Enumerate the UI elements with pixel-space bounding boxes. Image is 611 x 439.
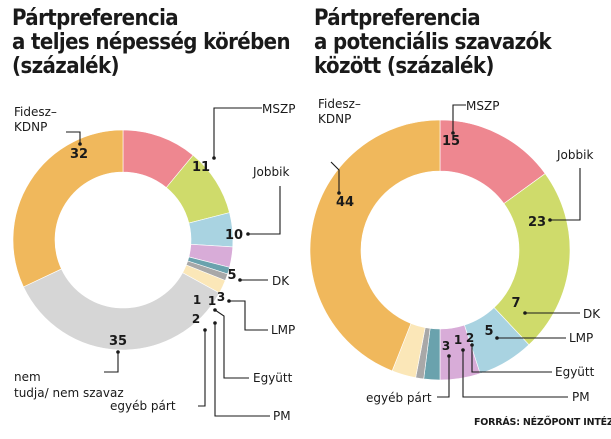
chart-title-left: Pártpreferencia a teljes népesség körébe… [12, 6, 291, 79]
name-label-nem-tudja-nem-szavaz-left-1: nem [14, 370, 41, 384]
leader-lmp-left [229, 300, 268, 331]
name-label-mszp-right: MSZP [466, 99, 499, 113]
leader-egyeb-part-right [437, 356, 450, 398]
value-label-jobbik-left: 10 [225, 228, 243, 243]
value-label-egyutt-right: 2 [466, 331, 474, 345]
value-label-egyeb-part-right: 3 [442, 339, 450, 353]
leader-egyutt-left [214, 309, 249, 379]
name-label-pm-right: PM [572, 390, 590, 404]
name-label-mszp-left: MSZP [262, 102, 295, 116]
value-label-nem-tudja-nem-szavaz-left: 35 [109, 334, 127, 349]
title-left-line-1: Pártpreferencia [12, 6, 179, 31]
source-note: FORRÁS: NÉZŐPONT INTÉZET [474, 416, 611, 428]
title-right-line-2: a potenciális szavazók [314, 30, 552, 55]
leader-dot-jobbik-left [246, 232, 250, 236]
name-label-dk-right: DK [583, 307, 601, 321]
leader-dot-fidesz-kdnp-left [78, 142, 82, 146]
name-label-egyeb-part-right: egyéb párt [366, 391, 432, 405]
leader-pm-right [462, 350, 568, 398]
name-label-dk-left: DK [272, 274, 290, 288]
leader-lines [66, 104, 581, 417]
name-label-nem-tudja-nem-szavaz-left-2: tudja/ nem szavaz [14, 386, 124, 400]
leader-dot-dk-left [238, 278, 242, 282]
value-label-mszp-right: 15 [442, 134, 460, 149]
value-label-pm-left: 1 [193, 293, 201, 307]
leader-dot-egyeb-part-left [203, 328, 207, 332]
value-label-fidesz-kdnp-left: 32 [70, 147, 88, 162]
value-label-mszp-left: 11 [192, 160, 210, 175]
leader-dot-egyutt-right [470, 343, 474, 347]
value-label-egyeb-part-left: 2 [192, 312, 200, 326]
leader-jobbik-left [248, 186, 281, 235]
leader-dot-mszp-right [451, 131, 455, 135]
name-label-jobbik-right: Jobbik [556, 148, 593, 162]
slice-nem-tudja-nem-szavaz-left [23, 268, 220, 351]
value-label-lmp-right: 5 [484, 324, 493, 339]
name-label-fidesz-kdnp-right-2: KDNP [318, 112, 351, 126]
slice-fidesz-kdnp-left [12, 129, 124, 288]
leader-dot-dk-right [523, 311, 527, 315]
chart-title-right: Pártpreferencia a potenciális szavazók k… [314, 6, 552, 79]
name-label-egyeb-part-left: egyéb párt [110, 399, 176, 413]
name-label-egyutt-right: Együtt [555, 365, 595, 379]
leader-dot-lmp-right [495, 336, 499, 340]
title-left-line-2: a teljes népesség körében [12, 30, 291, 55]
leader-egyutt-right [471, 345, 552, 373]
name-label-egyutt-left: Együtt [253, 371, 293, 385]
leader-mszp-right [452, 104, 466, 133]
leader-nem-tudja-nem-szavaz-left [104, 352, 119, 373]
leader-dot-nem-tudja-nem-szavaz-left [116, 350, 120, 354]
name-label-fidesz-kdnp-left-1: Fidesz– [14, 105, 57, 119]
value-label-jobbik-right: 23 [528, 215, 546, 230]
leader-dot-lmp-left [227, 299, 231, 303]
donut-slices [12, 119, 571, 381]
value-label-fidesz-kdnp-right: 44 [336, 195, 354, 210]
value-label-pm-right: 1 [454, 333, 462, 347]
leader-mszp-left [213, 107, 262, 158]
name-label-fidesz-kdnp-left-2: KDNP [14, 120, 47, 134]
leader-dot-fidesz-kdnp-right [337, 191, 341, 195]
leader-dot-egyutt-left [213, 308, 217, 312]
slice-fidesz-kdnp-right [309, 119, 441, 372]
name-label-lmp-left: LMP [271, 323, 295, 337]
leader-fidesz-kdnp-left [66, 131, 81, 144]
leader-jobbik-right [550, 168, 581, 221]
name-label-jobbik-left: Jobbik [252, 165, 289, 179]
name-label-pm-left: PM [273, 409, 291, 423]
value-label-egyutt-left: 1 [208, 294, 216, 308]
title-left-line-3: (százalék) [12, 54, 120, 79]
leader-dot-mszp-left [212, 156, 216, 160]
leader-dot-jobbik-right [548, 218, 552, 222]
leader-egyeb-part-left [198, 330, 206, 407]
leader-pm-left [214, 323, 270, 417]
title-right-line-3: között (százalék) [314, 54, 494, 79]
value-label-dk-left: 5 [227, 268, 236, 283]
leader-dot-egyeb-part-right [447, 354, 451, 358]
name-label-lmp-right: LMP [569, 331, 593, 345]
value-label-dk-right: 7 [511, 296, 520, 311]
leader-fidesz-kdnp-right [330, 161, 340, 193]
name-label-fidesz-kdnp-right-1: Fidesz– [318, 97, 361, 111]
value-label-lmp-left: 3 [217, 290, 225, 304]
title-right-line-1: Pártpreferencia [314, 6, 481, 31]
leader-dot-pm-left [213, 321, 217, 325]
leader-dot-pm-right [461, 348, 465, 352]
